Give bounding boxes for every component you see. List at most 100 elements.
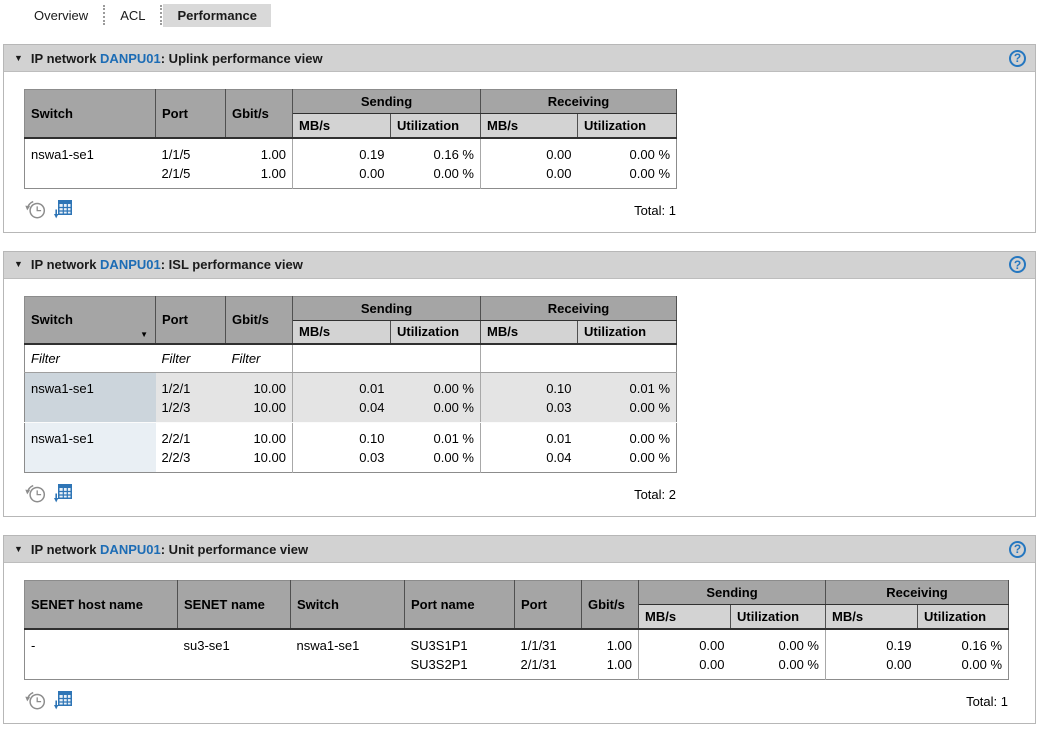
port-filter-field[interactable]: Filter xyxy=(155,344,226,373)
panel-title: IP network DANPU01: ISL performance view xyxy=(31,257,303,272)
isl-table: Switch ▼ Port Gbit/s Sending Receiving MB… xyxy=(24,295,678,473)
cell-line: 0.00 xyxy=(886,656,912,672)
recv-mbs-cell: 0.00 0.00 xyxy=(480,137,578,188)
history-icon[interactable] xyxy=(24,689,47,711)
panel-isl-header[interactable]: ▼ IP network DANPU01: ISL performance vi… xyxy=(4,251,1035,279)
title-prefix: IP network xyxy=(30,257,101,272)
cell-line: SU3S1P1 xyxy=(410,637,468,653)
col-header-port-name[interactable]: Port name xyxy=(404,580,515,630)
col-header-send-utilization[interactable]: Utilization xyxy=(390,320,481,345)
table-footer: Total: 1 xyxy=(24,198,676,220)
help-icon[interactable]: ? xyxy=(1009,540,1026,558)
cell-line: 1/1/5 xyxy=(161,146,191,162)
title-suffix: : Unit performance view xyxy=(160,541,309,557)
col-header-recv-utilization[interactable]: Utilization xyxy=(917,604,1010,630)
col-group-receiving: Receiving xyxy=(825,580,1010,605)
switch-filter-field[interactable]: Filter xyxy=(24,344,156,373)
panel-body: Switch Port Gbit/s Sending Receiving MB/… xyxy=(4,72,1035,232)
cell-line: 10.00 xyxy=(253,431,286,446)
panel-unit-header[interactable]: ▼ IP network DANPU01: Unit performance v… xyxy=(4,536,1035,563)
port-cell: 1/2/1 1/2/3 xyxy=(155,372,226,423)
panel-body: Switch ▼ Port Gbit/s Sending Receiving MB… xyxy=(4,279,1035,517)
cell-line: 0.00 % xyxy=(629,431,671,446)
col-header-send-utilization[interactable]: Utilization xyxy=(390,113,481,139)
history-icon[interactable] xyxy=(24,198,47,220)
recv-mbs-cell: 0.19 0.00 xyxy=(825,628,918,679)
network-link[interactable]: DANPU01 xyxy=(100,541,161,557)
export-table-icon-svg xyxy=(54,690,72,709)
panel-title: IP network DANPU01: Unit performance vie… xyxy=(31,542,308,557)
collapse-triangle-icon: ▼ xyxy=(14,543,23,554)
tab-overview[interactable]: Overview xyxy=(34,7,89,23)
tab-acl[interactable]: ACL xyxy=(120,7,146,23)
col-header-recv-utilization[interactable]: Utilization xyxy=(577,320,678,345)
col-header-senet-host-name[interactable]: SENET host name xyxy=(24,580,178,630)
col-header-recv-mbs[interactable]: MB/s xyxy=(825,604,918,630)
cell-line: 0.00 % xyxy=(433,450,474,465)
tab-separator xyxy=(160,5,163,25)
export-table-icon[interactable] xyxy=(53,482,73,504)
title-prefix: IP network xyxy=(30,50,101,66)
cell-line: 0.00 xyxy=(699,656,725,672)
recv-utilization-cell: 0.16 % 0.00 % xyxy=(918,629,1009,680)
sort-descending-icon: ▼ xyxy=(140,330,148,339)
col-header-port[interactable]: Port xyxy=(155,89,226,139)
history-icon[interactable] xyxy=(24,482,47,504)
send-utilization-cell: 0.00 % 0.00 % xyxy=(390,372,481,423)
history-icon-svg xyxy=(25,484,46,503)
col-header-port[interactable]: Port xyxy=(514,580,582,630)
col-header-send-mbs[interactable]: MB/s xyxy=(292,113,391,139)
send-utilization-cell: 0.00 % 0.00 % xyxy=(731,629,826,680)
send-utilization-cell: 0.01 % 0.00 % xyxy=(391,423,481,473)
col-header-senet-name[interactable]: SENET name xyxy=(177,580,291,630)
cell-line: 0.00 % xyxy=(433,165,474,181)
cell-line: 0.00 % xyxy=(961,656,1003,672)
panel-uplink: ▼ IP network DANPU01: Uplink performance… xyxy=(3,44,1036,233)
cell-line: 0.00 xyxy=(359,165,385,181)
collapse-triangle-icon: ▼ xyxy=(14,52,23,63)
send-mbs-cell: 0.19 0.00 xyxy=(292,137,391,188)
total-label: Total: 2 xyxy=(634,487,676,502)
cell-line: 0.00 xyxy=(546,146,572,162)
col-header-switch[interactable]: Switch xyxy=(290,580,405,630)
gbit-filter-field[interactable]: Filter xyxy=(225,344,293,373)
cell-line: 0.03 xyxy=(359,450,385,465)
cell-line: 0.00 % xyxy=(433,381,474,396)
col-header-recv-utilization[interactable]: Utilization xyxy=(577,113,678,139)
col-header-send-mbs[interactable]: MB/s xyxy=(292,320,391,345)
cell-line: SU3S2P1 xyxy=(410,656,468,672)
col-header-gbit[interactable]: Gbit/s xyxy=(225,89,293,139)
col-header-recv-mbs[interactable]: MB/s xyxy=(480,113,578,139)
cell-line: 0.00 % xyxy=(433,400,474,415)
export-table-icon[interactable] xyxy=(53,198,73,220)
panel-body: SENET host name SENET name Switch Port n… xyxy=(4,563,1035,723)
port-cell: 1/1/31 2/1/31 xyxy=(515,629,582,680)
title-suffix: : Uplink performance view xyxy=(160,50,323,66)
col-header-port[interactable]: Port xyxy=(155,296,226,345)
help-icon[interactable]: ? xyxy=(1009,49,1026,67)
table-row: nswa1-se1 2/2/1 2/2/3 10.00 10.00 0.10 0… xyxy=(24,422,677,473)
tab-performance[interactable]: Performance xyxy=(163,3,271,27)
network-link[interactable]: DANPU01 xyxy=(100,50,161,66)
cell-line: 0.04 xyxy=(359,400,385,415)
col-header-gbit[interactable]: Gbit/s xyxy=(225,296,293,345)
col-header-switch[interactable]: Switch xyxy=(24,89,156,139)
total-label: Total: 1 xyxy=(966,693,1008,709)
recv-mbs-cell: 0.10 0.03 xyxy=(480,372,578,423)
title-prefix: IP network xyxy=(30,541,101,557)
cell-line: 0.10 xyxy=(359,431,385,446)
col-header-switch-sorted[interactable]: Switch ▼ xyxy=(24,296,156,345)
uplink-table: Switch Port Gbit/s Sending Receiving MB/… xyxy=(24,89,678,189)
col-header-gbit[interactable]: Gbit/s xyxy=(581,580,639,630)
col-header-recv-mbs[interactable]: MB/s xyxy=(480,320,578,345)
col-header-send-mbs[interactable]: MB/s xyxy=(638,604,731,630)
cell-line: 2/1/5 xyxy=(161,165,191,181)
help-icon[interactable]: ? xyxy=(1009,256,1026,273)
col-header-send-utilization[interactable]: Utilization xyxy=(730,604,826,630)
export-table-icon-svg xyxy=(54,484,72,503)
network-link[interactable]: DANPU01 xyxy=(100,257,161,272)
cell-line: 1/2/1 xyxy=(161,381,191,396)
export-table-icon[interactable] xyxy=(53,689,73,711)
panel-uplink-header[interactable]: ▼ IP network DANPU01: Uplink performance… xyxy=(4,45,1035,72)
recv-mbs-cell: 0.01 0.04 xyxy=(480,422,578,473)
